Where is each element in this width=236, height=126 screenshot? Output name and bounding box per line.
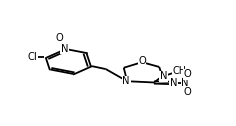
Text: N: N: [122, 76, 130, 86]
Text: O: O: [138, 56, 146, 66]
Text: N: N: [61, 44, 68, 54]
Text: N: N: [169, 78, 177, 88]
Text: N: N: [160, 71, 168, 81]
Text: O: O: [55, 33, 63, 43]
Text: CH₃: CH₃: [172, 66, 190, 76]
Text: N: N: [181, 78, 189, 88]
Text: Cl: Cl: [27, 52, 37, 62]
Text: O: O: [184, 87, 192, 97]
Text: O: O: [184, 69, 192, 79]
